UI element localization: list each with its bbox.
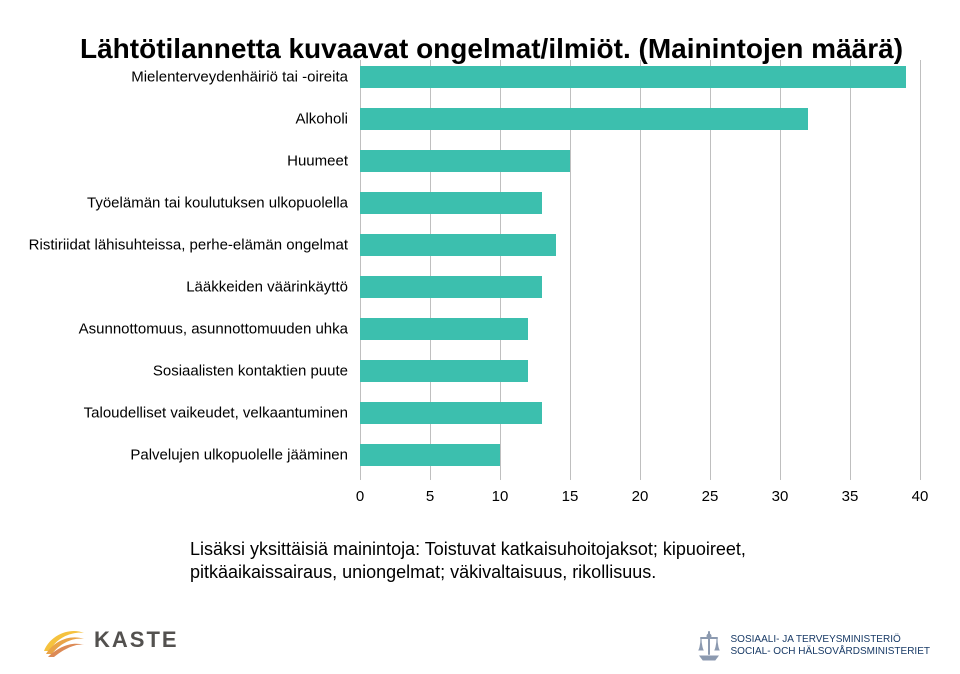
bar-category-label: Palvelujen ulkopuolelle jääminen: [28, 446, 348, 463]
slide-footer: KASTE SOSIAALI- JA TERVEYSMINISTERIÖ SOC…: [0, 594, 960, 674]
bar-category-label: Mielenterveydenhäiriö tai -oireita: [28, 68, 348, 85]
x-tick-label: 35: [842, 488, 859, 505]
kaste-swirl-icon: [40, 621, 86, 659]
chart-x-axis: 0510152025303540: [360, 488, 920, 508]
bar-category-label: Alkoholi: [28, 110, 348, 127]
bar-category-label: Lääkkeiden väärinkäyttö: [28, 278, 348, 295]
chart-footnote: Lisäksi yksittäisiä mainintoja: Toistuva…: [190, 538, 890, 585]
bar-row: Taloudelliset vaikeudet, velkaantuminen: [360, 402, 920, 424]
x-tick-label: 15: [562, 488, 579, 505]
bar: [360, 66, 906, 88]
bar: [360, 150, 570, 172]
bar-category-label: Työelämän tai koulutuksen ulkopuolella: [28, 194, 348, 211]
grid-line: [920, 60, 921, 480]
kaste-label: KASTE: [94, 627, 179, 653]
bar-row: Huumeet: [360, 150, 920, 172]
ministry-logo: SOSIAALI- JA TERVEYSMINISTERIÖ SOCIAL- O…: [695, 630, 930, 662]
bar-row: Alkoholi: [360, 108, 920, 130]
bar-category-label: Huumeet: [28, 152, 348, 169]
bar-chart: Mielenterveydenhäiriö tai -oireita Alkoho…: [40, 60, 920, 520]
bar: [360, 444, 500, 466]
bar: [360, 234, 556, 256]
chart-plot-area: Mielenterveydenhäiriö tai -oireita Alkoho…: [360, 60, 920, 480]
ministry-emblem-icon: [695, 630, 723, 662]
x-tick-label: 0: [356, 488, 364, 505]
x-tick-label: 20: [632, 488, 649, 505]
x-tick-label: 40: [912, 488, 929, 505]
kaste-logo: KASTE: [40, 621, 179, 659]
bar-category-label: Taloudelliset vaikeudet, velkaantuminen: [28, 404, 348, 421]
bar-category-label: Ristiriidat lähisuhteissa, perhe-elämän …: [28, 236, 348, 253]
ministry-text: SOSIAALI- JA TERVEYSMINISTERIÖ SOCIAL- O…: [731, 634, 930, 659]
ministry-line2: SOCIAL- OCH HÄLSOVÅRDSMINISTERIET: [731, 646, 930, 659]
bar-row: Palvelujen ulkopuolelle jääminen: [360, 444, 920, 466]
bar: [360, 402, 542, 424]
bar-row: Ristiriidat lähisuhteissa, perhe-elämän …: [360, 234, 920, 256]
bar-category-label: Sosiaalisten kontaktien puute: [28, 362, 348, 379]
x-tick-label: 25: [702, 488, 719, 505]
bar: [360, 318, 528, 340]
bar-row: Lääkkeiden väärinkäyttö: [360, 276, 920, 298]
bar-row: Sosiaalisten kontaktien puute: [360, 360, 920, 382]
bar-row: Mielenterveydenhäiriö tai -oireita: [360, 66, 920, 88]
bar-row: Työelämän tai koulutuksen ulkopuolella: [360, 192, 920, 214]
bar: [360, 108, 808, 130]
x-tick-label: 10: [492, 488, 509, 505]
bar: [360, 192, 542, 214]
x-tick-label: 30: [772, 488, 789, 505]
bar-row: Asunnottomuus, asunnottomuuden uhka: [360, 318, 920, 340]
bar: [360, 276, 542, 298]
ministry-line1: SOSIAALI- JA TERVEYSMINISTERIÖ: [731, 634, 930, 647]
bar: [360, 360, 528, 382]
x-tick-label: 5: [426, 488, 434, 505]
bar-category-label: Asunnottomuus, asunnottomuuden uhka: [28, 320, 348, 337]
